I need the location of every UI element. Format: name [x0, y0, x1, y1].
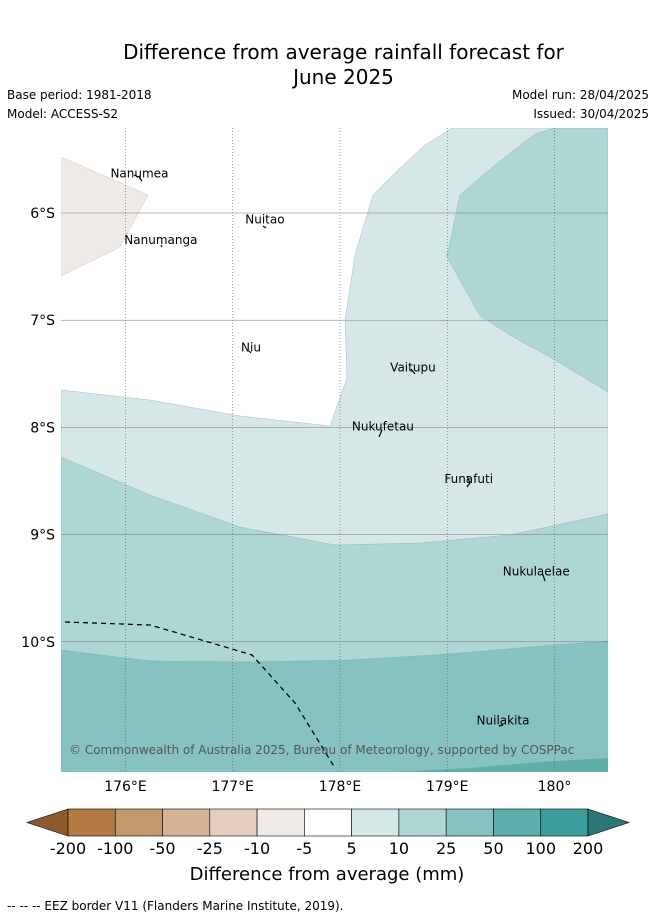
issued-date: Issued: 30/04/2025 — [533, 107, 649, 121]
region-minus-5-to-minus-10 — [61, 156, 149, 277]
lat-tick-label: 10°S — [21, 635, 55, 651]
colorbar-bin — [304, 808, 352, 837]
island-outlines — [133, 174, 546, 727]
colorbar-tick-label: -25 — [197, 839, 223, 858]
base-period: Base period: 1981-2018 — [7, 88, 152, 102]
colorbar-tick-label: -50 — [149, 839, 175, 858]
lat-tick-label: 9°S — [30, 528, 55, 544]
colorbar-bin — [114, 808, 163, 837]
eez-border — [64, 621, 336, 769]
island-label: Niu — [241, 340, 261, 354]
colorbar-bin — [351, 808, 400, 837]
map-title: Difference from average rainfall forecas… — [0, 40, 655, 90]
colorbar-bin — [540, 808, 589, 837]
colorbar-bin — [493, 808, 542, 837]
island-label: Vaitupu — [390, 361, 436, 375]
colorbar-bin — [445, 808, 494, 837]
colorbar-bin — [398, 808, 447, 837]
colorbar-tick-label: 100 — [525, 839, 556, 858]
colorbar-tick-label: 5 — [347, 839, 357, 858]
title-line-2: June 2025 — [293, 65, 394, 89]
lon-tick-label: 176°E — [104, 779, 147, 795]
island-label: Nuilakita — [477, 713, 530, 727]
colorbar-tick-label: -10 — [244, 839, 270, 858]
map-figure: Nanumea Nuitao Nanumanga Niu Vaitupu Nukufeta… — [21, 128, 630, 885]
colorbar-high-extend — [587, 808, 630, 837]
colorbar-tick-label: 50 — [483, 839, 503, 858]
map-panel: Nanumea Nuitao Nanumanga Niu Vaitupu Nukufeta… — [61, 128, 608, 772]
lon-tick-label: 180° — [538, 779, 572, 795]
gridlines — [61, 128, 608, 772]
model-name: Model: ACCESS-S2 — [7, 107, 119, 121]
lat-tick-label: 7°S — [30, 313, 55, 329]
colorbar-tick-label: 10 — [389, 839, 409, 858]
nanumea-outline — [133, 174, 143, 182]
nuilakita-outline — [498, 724, 504, 727]
niu-outline — [248, 350, 252, 354]
colorbar-low-extend — [26, 808, 69, 837]
colorbar-bin — [209, 808, 258, 837]
title-line-1: Difference from average rainfall forecas… — [123, 40, 564, 64]
model-run: Model run: 28/04/2025 — [511, 88, 649, 102]
lon-tick-label: 177°E — [211, 779, 254, 795]
colorbar-label: Difference from average (mm) — [190, 864, 465, 885]
colorbar-bin — [67, 808, 116, 837]
lat-tick-label: 8°S — [30, 420, 55, 436]
colorbar-tick-label: -100 — [97, 839, 133, 858]
islands: Nanumea Nuitao Nanumanga Niu Vaitupu Nukufeta… — [110, 167, 569, 728]
nuitao-outline — [262, 225, 267, 229]
colorbar-tick-label: 200 — [573, 839, 604, 858]
colorbar-bin — [256, 808, 305, 837]
island-label: Nanumea — [110, 167, 168, 181]
nukufetau-outline — [378, 429, 383, 438]
nukulaelae-outline — [542, 574, 546, 582]
colorbar: -200 -100 -50 -25 -10 -5 5 10 25 50 100 200 — [26, 808, 630, 858]
colorbar-tick-label: 25 — [436, 839, 456, 858]
nanumanga-outline — [160, 244, 163, 248]
lon-tick-label: 179°E — [426, 779, 469, 795]
region-25-to-50 — [61, 640, 608, 772]
funafuti-outline — [466, 475, 471, 488]
island-label: Nanumanga — [124, 233, 197, 247]
eez-footnote: -- -- -- EEZ border V11 (Flanders Marine… — [7, 899, 344, 913]
island-label: Nukulaelae — [503, 564, 570, 578]
copyright-credit: © Commonwealth of Australia 2025, Bureau… — [69, 743, 574, 757]
lat-tick-label: 6°S — [30, 206, 55, 222]
colorbar-bin — [162, 808, 211, 837]
lon-tick-label: 178°E — [319, 779, 362, 795]
island-label: Nukufetau — [352, 420, 414, 434]
vaitupu-outline — [410, 368, 416, 375]
island-label: Nuitao — [245, 213, 284, 227]
region-10-to-25-northeast — [446, 128, 608, 393]
axis-ticks: 176°E 177°E 178°E 179°E 180° 6°S 7°S 8°S 9°S 10°S — [21, 206, 571, 795]
colorbar-tick-label: -5 — [296, 839, 312, 858]
colorbar-tick-label: -200 — [50, 839, 86, 858]
